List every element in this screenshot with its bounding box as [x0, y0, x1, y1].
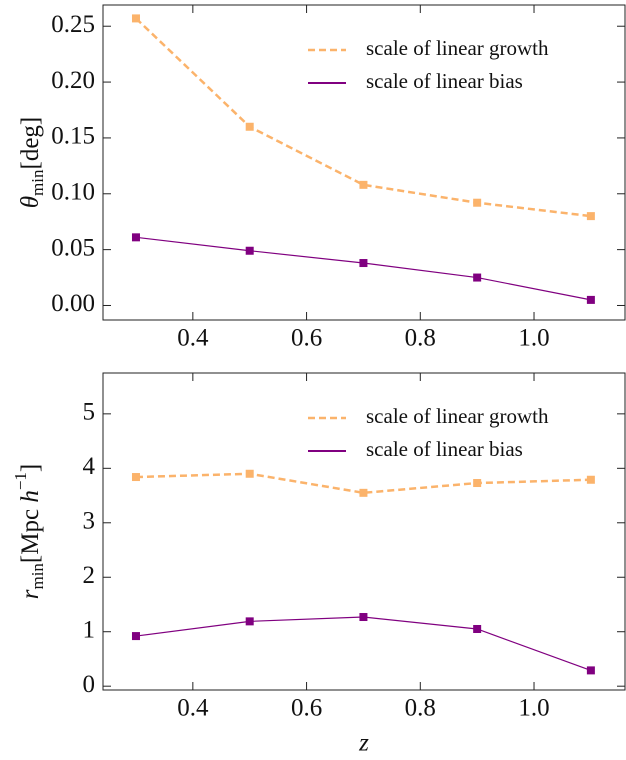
marker: [473, 198, 482, 207]
y-tick-label: 0.20: [51, 67, 95, 94]
series-line: [135, 236, 591, 301]
legend-label: scale of linear growth: [366, 36, 549, 60]
y-tick-label: 0.25: [51, 11, 95, 38]
y-tick-label: 1: [83, 616, 96, 643]
legend-label: scale of linear bias: [366, 69, 523, 93]
legend-label: scale of linear growth: [366, 404, 549, 428]
marker: [586, 295, 595, 304]
marker: [359, 259, 368, 268]
y-label-part: h: [17, 490, 44, 503]
marker: [586, 475, 595, 484]
marker: [586, 212, 595, 221]
x-tick-label: 0.8: [405, 695, 436, 722]
y-label-part: [deg]: [17, 117, 44, 170]
series-line: [135, 17, 592, 218]
x-tick-label: 1.0: [518, 695, 549, 722]
marker: [131, 233, 140, 242]
y-tick-label: 0.05: [51, 234, 95, 261]
y-tick-label: 0: [83, 671, 96, 698]
y-tick-label: 4: [83, 453, 96, 480]
marker: [131, 473, 140, 482]
x-tick-label: 0.6: [291, 695, 322, 722]
x-tick-label: 0.4: [177, 695, 209, 722]
y-tick-label: 5: [83, 399, 96, 426]
x-tick-label: 1.0: [518, 325, 549, 352]
y-label-part: −1: [11, 472, 30, 490]
marker: [245, 246, 254, 255]
x-axis-label: z: [358, 730, 369, 757]
marker: [359, 488, 368, 497]
y-label-part: r: [17, 589, 44, 599]
y-label-part: [Mpc: [17, 503, 44, 563]
marker: [131, 14, 140, 23]
marker: [359, 180, 368, 189]
marker: [245, 122, 254, 131]
y-tick-label: 0.10: [51, 179, 95, 206]
marker: [131, 632, 140, 641]
marker: [586, 666, 595, 675]
series-line: [135, 616, 592, 671]
y-label-part: ]: [17, 464, 44, 472]
marker: [359, 613, 368, 622]
y-axis-label: rmin[Mpc h−1]: [11, 464, 47, 600]
y-tick-label: 0.15: [51, 123, 95, 150]
plot-frame: [102, 372, 626, 691]
y-tick-label: 3: [83, 508, 96, 535]
y-tick-label: 2: [83, 562, 96, 589]
y-label-part: min: [28, 563, 47, 590]
marker: [473, 273, 482, 282]
marker: [245, 469, 254, 478]
plot-frame: [102, 4, 626, 321]
y-label-part: min: [28, 169, 47, 196]
marker: [473, 479, 482, 488]
marker: [245, 617, 254, 626]
y-label-part: θ: [17, 196, 44, 208]
legend-label: scale of linear bias: [366, 437, 523, 461]
x-tick-label: 0.6: [291, 325, 322, 352]
y-tick-label: 0.00: [51, 290, 95, 317]
x-tick-label: 0.4: [177, 325, 209, 352]
marker: [473, 624, 482, 633]
x-tick-label: 0.8: [405, 325, 436, 352]
y-axis-label: θmin[deg]: [17, 117, 47, 208]
